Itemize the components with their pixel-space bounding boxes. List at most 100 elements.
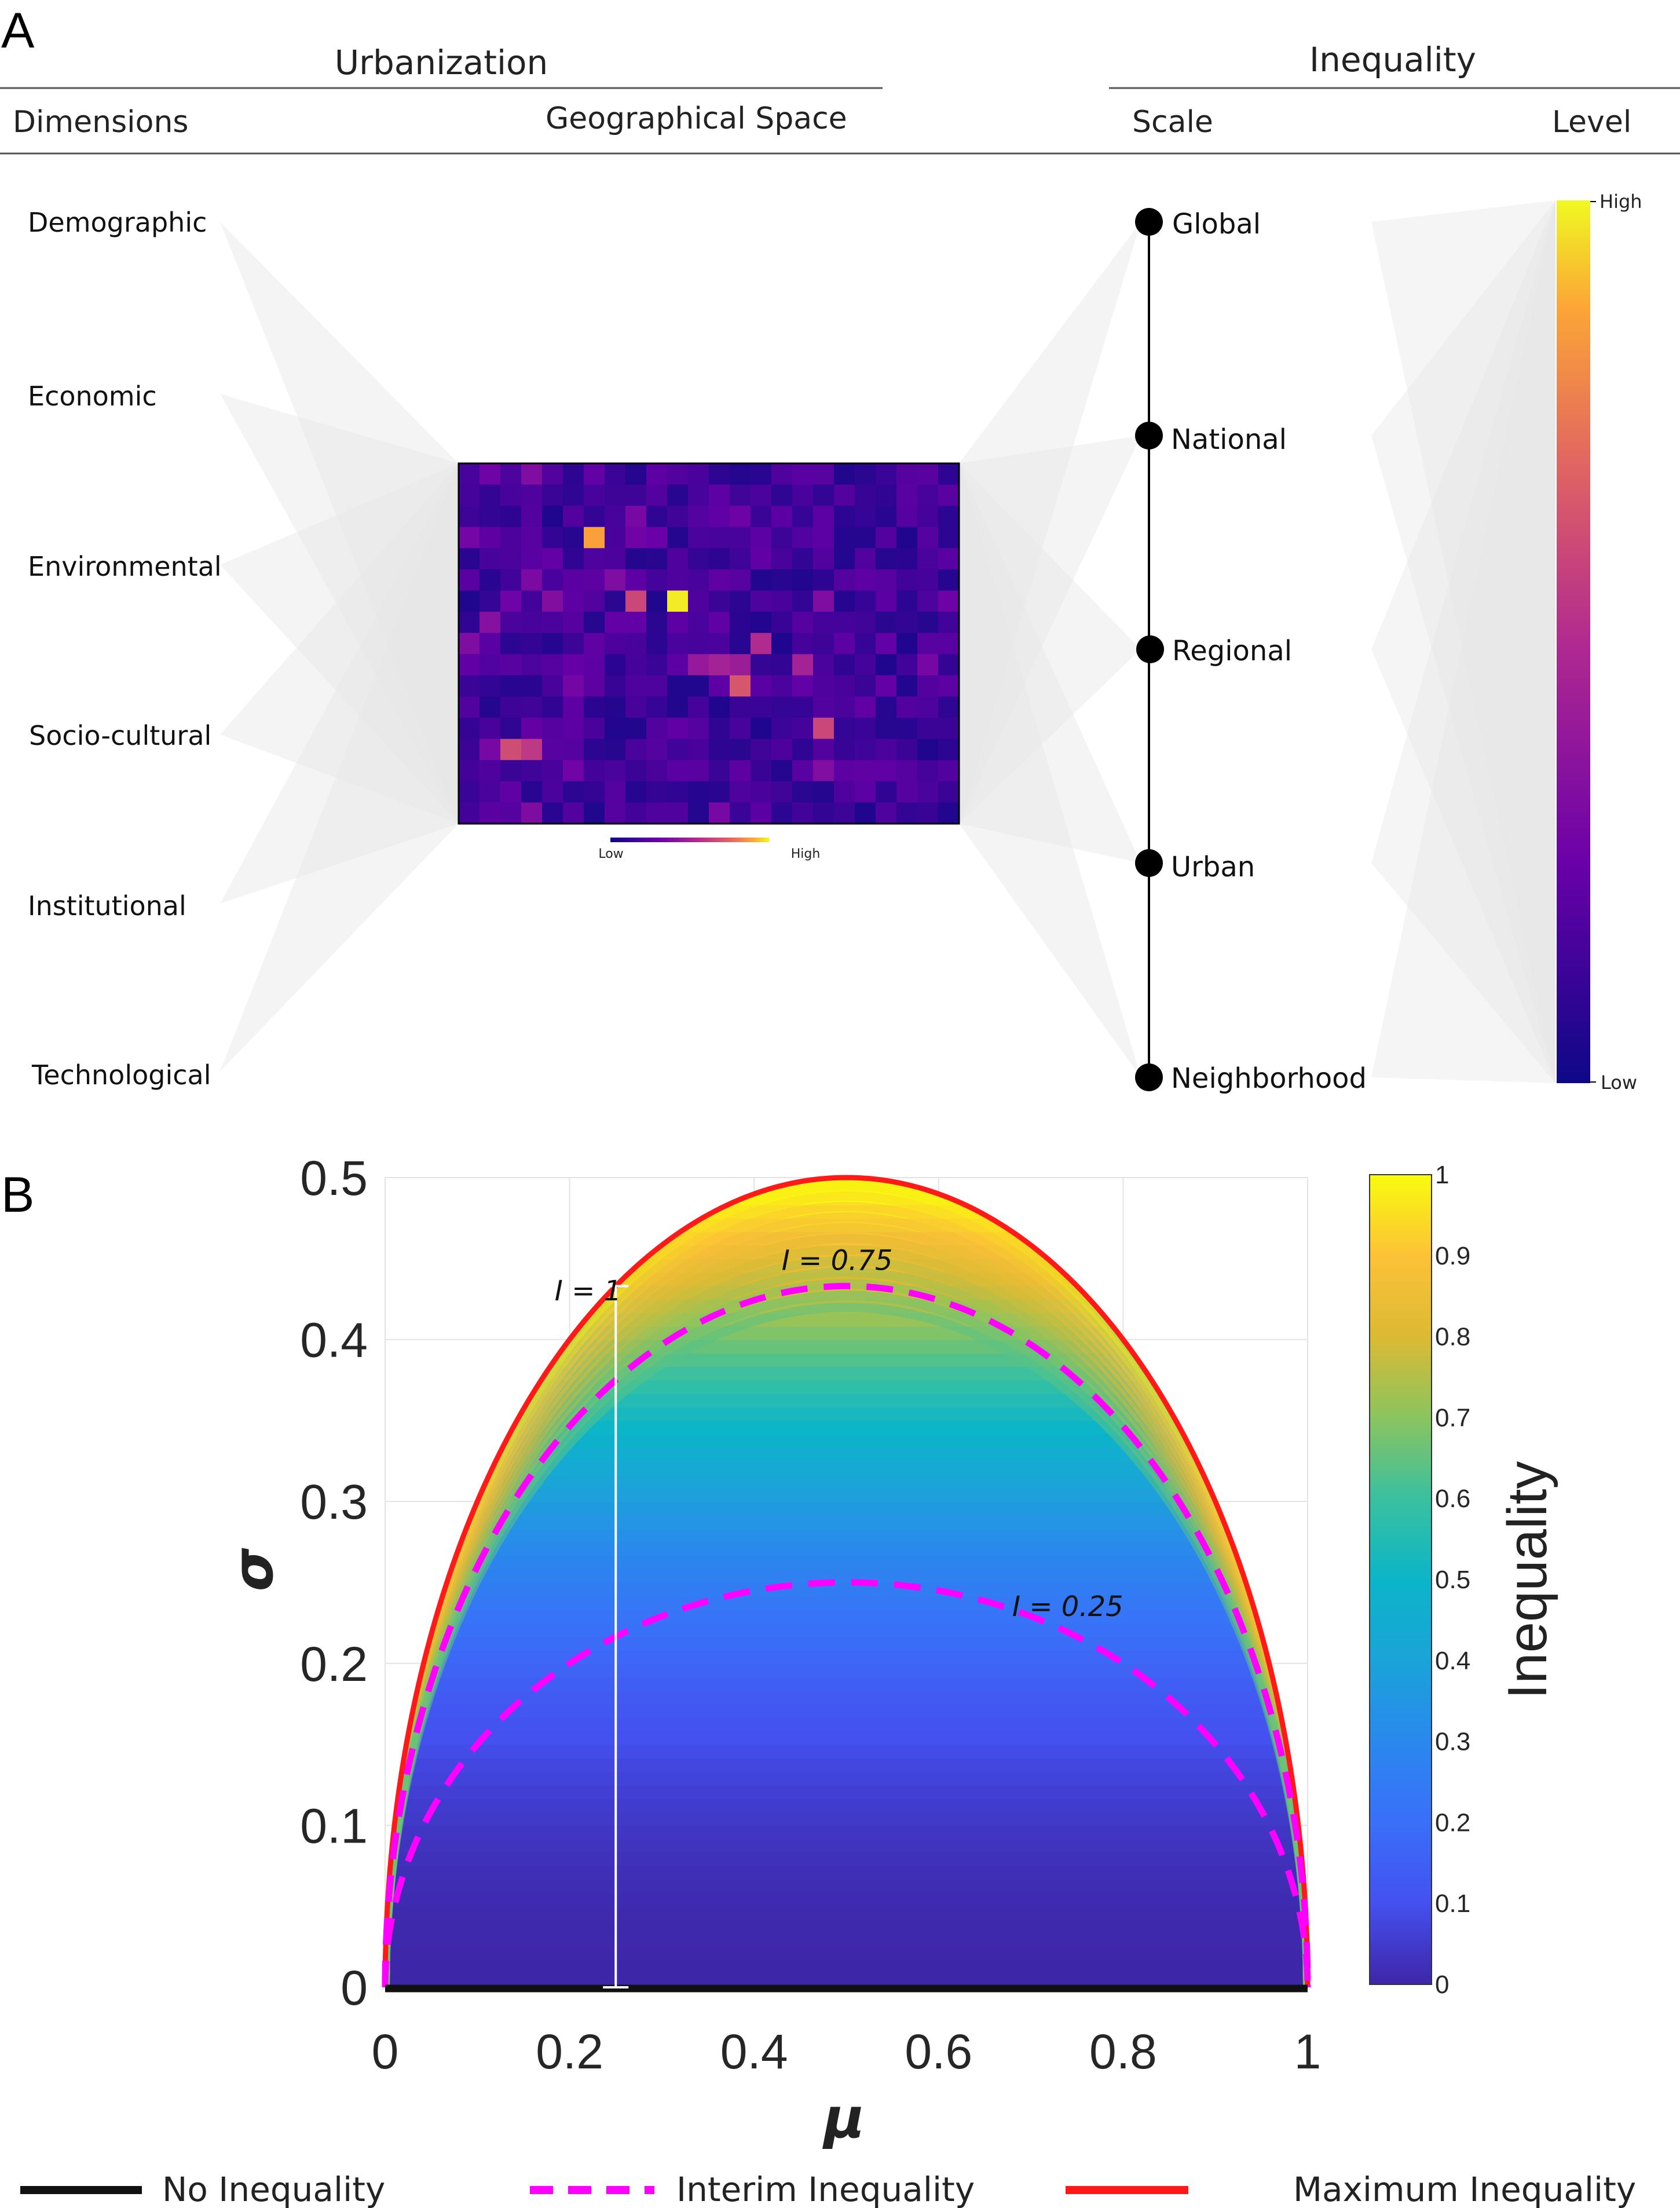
geo-cell <box>500 463 522 485</box>
scale-link-1 <box>959 436 1141 824</box>
geo-cell <box>459 760 480 782</box>
geo-cell <box>584 718 605 740</box>
geo-cell <box>459 739 480 761</box>
heat-band <box>385 1892 1308 1907</box>
geo-cell <box>792 739 814 761</box>
geo-cell <box>855 527 876 549</box>
geo-cell <box>855 739 876 761</box>
geo-cell <box>480 590 501 612</box>
geo-cell <box>876 696 897 718</box>
geo-cell <box>709 506 730 528</box>
x-axis-label: μ <box>822 2086 865 2151</box>
geo-cell <box>834 696 855 718</box>
geo-cell <box>625 739 647 761</box>
geo-cell <box>834 675 855 697</box>
geo-cell <box>542 633 563 655</box>
dimension-label-socio-cultural: Socio-cultural <box>29 720 211 751</box>
colorbar-tick-3: 0.3 <box>1435 1728 1470 1756</box>
geo-cell <box>771 590 793 612</box>
geo-cell <box>938 484 960 506</box>
heat-band <box>385 1596 1308 1610</box>
geo-cell <box>500 527 522 549</box>
geo-cell <box>605 484 626 506</box>
geo-cell <box>459 527 480 549</box>
geo-cell <box>480 760 501 782</box>
geo-cell <box>813 569 834 591</box>
legend-interim-inequality-label: Interim Inequality <box>676 2170 975 2208</box>
heat-band <box>385 1852 1308 1867</box>
geo-cell <box>751 484 772 506</box>
geo-cell <box>605 569 626 591</box>
geo-cell <box>584 675 605 697</box>
geo-cell <box>667 590 689 612</box>
geo-cell <box>834 633 855 655</box>
geo-cell <box>917 527 939 549</box>
geo-cell <box>938 527 960 549</box>
heat-band <box>385 1798 1308 1813</box>
geo-cell <box>855 484 876 506</box>
geo-cell <box>646 718 668 740</box>
geo-cell <box>876 590 897 612</box>
heat-band <box>385 1744 1308 1759</box>
heat-band <box>385 1366 1308 1381</box>
geo-cell <box>480 612 501 634</box>
dimension-labels: Demographic Economic Environmental Socio… <box>28 207 222 1091</box>
geo-cell <box>855 612 876 634</box>
geo-cell <box>605 802 626 824</box>
geo-cell <box>688 590 709 612</box>
geo-cell <box>542 781 563 803</box>
y-tick-label-5: 0.5 <box>300 1151 368 1205</box>
x-tick-label-4: 0.8 <box>1089 2024 1157 2079</box>
geo-cell <box>896 696 918 718</box>
geo-cell <box>855 590 876 612</box>
level-link-2 <box>1371 200 1555 1083</box>
geo-cell <box>938 590 960 612</box>
geo-cell <box>730 463 751 485</box>
geo-cell <box>646 633 668 655</box>
geo-cell <box>938 675 960 697</box>
heat-band <box>385 1960 1308 1975</box>
geo-cell <box>563 612 584 634</box>
geo-cell <box>792 760 814 782</box>
geo-cell <box>834 590 855 612</box>
dimension-label-demographic: Demographic <box>28 207 207 238</box>
max-inequality-curve <box>382 1175 1311 1988</box>
geo-cell <box>480 802 501 824</box>
geo-cell <box>542 739 563 761</box>
scale-links <box>959 222 1141 1077</box>
level-links <box>1371 200 1555 1083</box>
geo-cell <box>521 781 543 803</box>
geo-cell <box>625 781 647 803</box>
geo-cell <box>480 739 501 761</box>
geo-cell <box>834 463 855 485</box>
urbanization-header: Urbanization <box>335 43 548 82</box>
geo-cell <box>730 781 751 803</box>
geo-cell <box>730 590 751 612</box>
geo-cell <box>751 718 772 740</box>
dimension-link-0 <box>220 222 459 824</box>
geo-cell <box>688 696 709 718</box>
geo-cell <box>896 484 918 506</box>
dimension-links <box>220 222 459 1072</box>
geo-cell <box>896 569 918 591</box>
geo-cell <box>625 527 647 549</box>
geo-cell <box>500 654 522 676</box>
geo-cell <box>751 633 772 655</box>
contour-label-i1: I = 1 <box>555 1275 621 1307</box>
geo-cell <box>688 760 709 782</box>
inequality-colorbar <box>1369 1174 1432 1985</box>
geo-cell <box>938 696 960 718</box>
geo-cell <box>771 463 793 485</box>
panel-b: B I = 1 I = 0.75 I = 0.25 0 0.2 0.4 0.6 … <box>1 1151 1636 2208</box>
geo-cell <box>625 654 647 676</box>
geo-cell <box>771 802 793 824</box>
geo-cell <box>500 548 522 570</box>
geo-cell <box>751 675 772 697</box>
heat-band <box>385 1542 1308 1556</box>
geo-legend-high: High <box>791 847 821 861</box>
geo-cell <box>646 506 668 528</box>
scale-node-regional <box>1136 635 1164 663</box>
geo-cell <box>855 548 876 570</box>
geo-cell <box>521 675 543 697</box>
geo-cell <box>751 612 772 634</box>
